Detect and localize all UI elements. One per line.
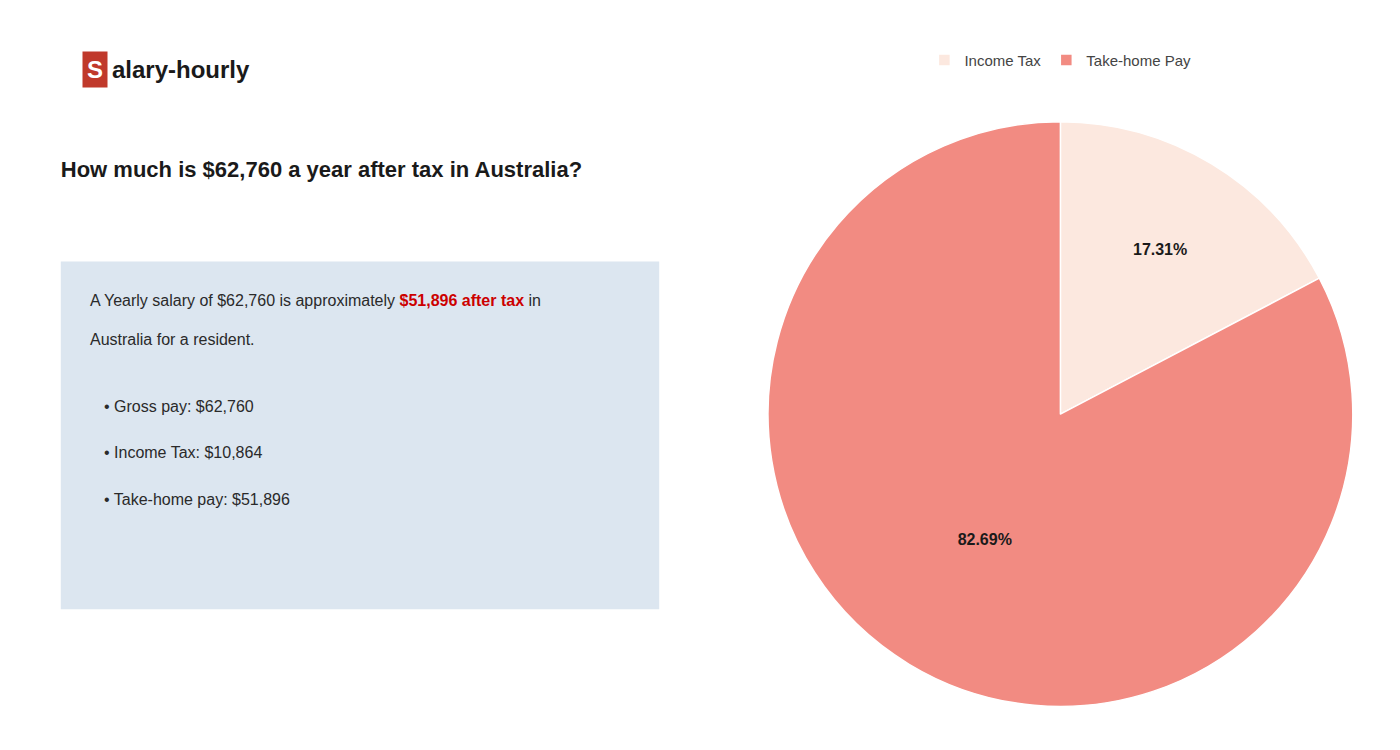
svg-text:Australia for a resident.: Australia for a resident. (90, 331, 255, 348)
svg-text:S: S (87, 56, 103, 83)
svg-text:alary-hourly: alary-hourly (112, 56, 250, 83)
svg-text:Take-home Pay: Take-home Pay (1086, 52, 1191, 69)
svg-text:• Income Tax: $10,864: • Income Tax: $10,864 (104, 444, 262, 461)
svg-text:A Yearly salary of $62,760 is: A Yearly salary of $62,760 is approximat… (90, 292, 541, 309)
svg-text:Income Tax: Income Tax (964, 52, 1041, 69)
svg-text:• Take-home pay: $51,896: • Take-home pay: $51,896 (104, 491, 290, 508)
svg-text:82.69%: 82.69% (958, 531, 1012, 548)
svg-text:• Gross pay: $62,760: • Gross pay: $62,760 (104, 398, 254, 415)
svg-text:How much is $62,760 a year aft: How much is $62,760 a year after tax in … (61, 157, 582, 182)
svg-text:17.31%: 17.31% (1133, 241, 1187, 258)
